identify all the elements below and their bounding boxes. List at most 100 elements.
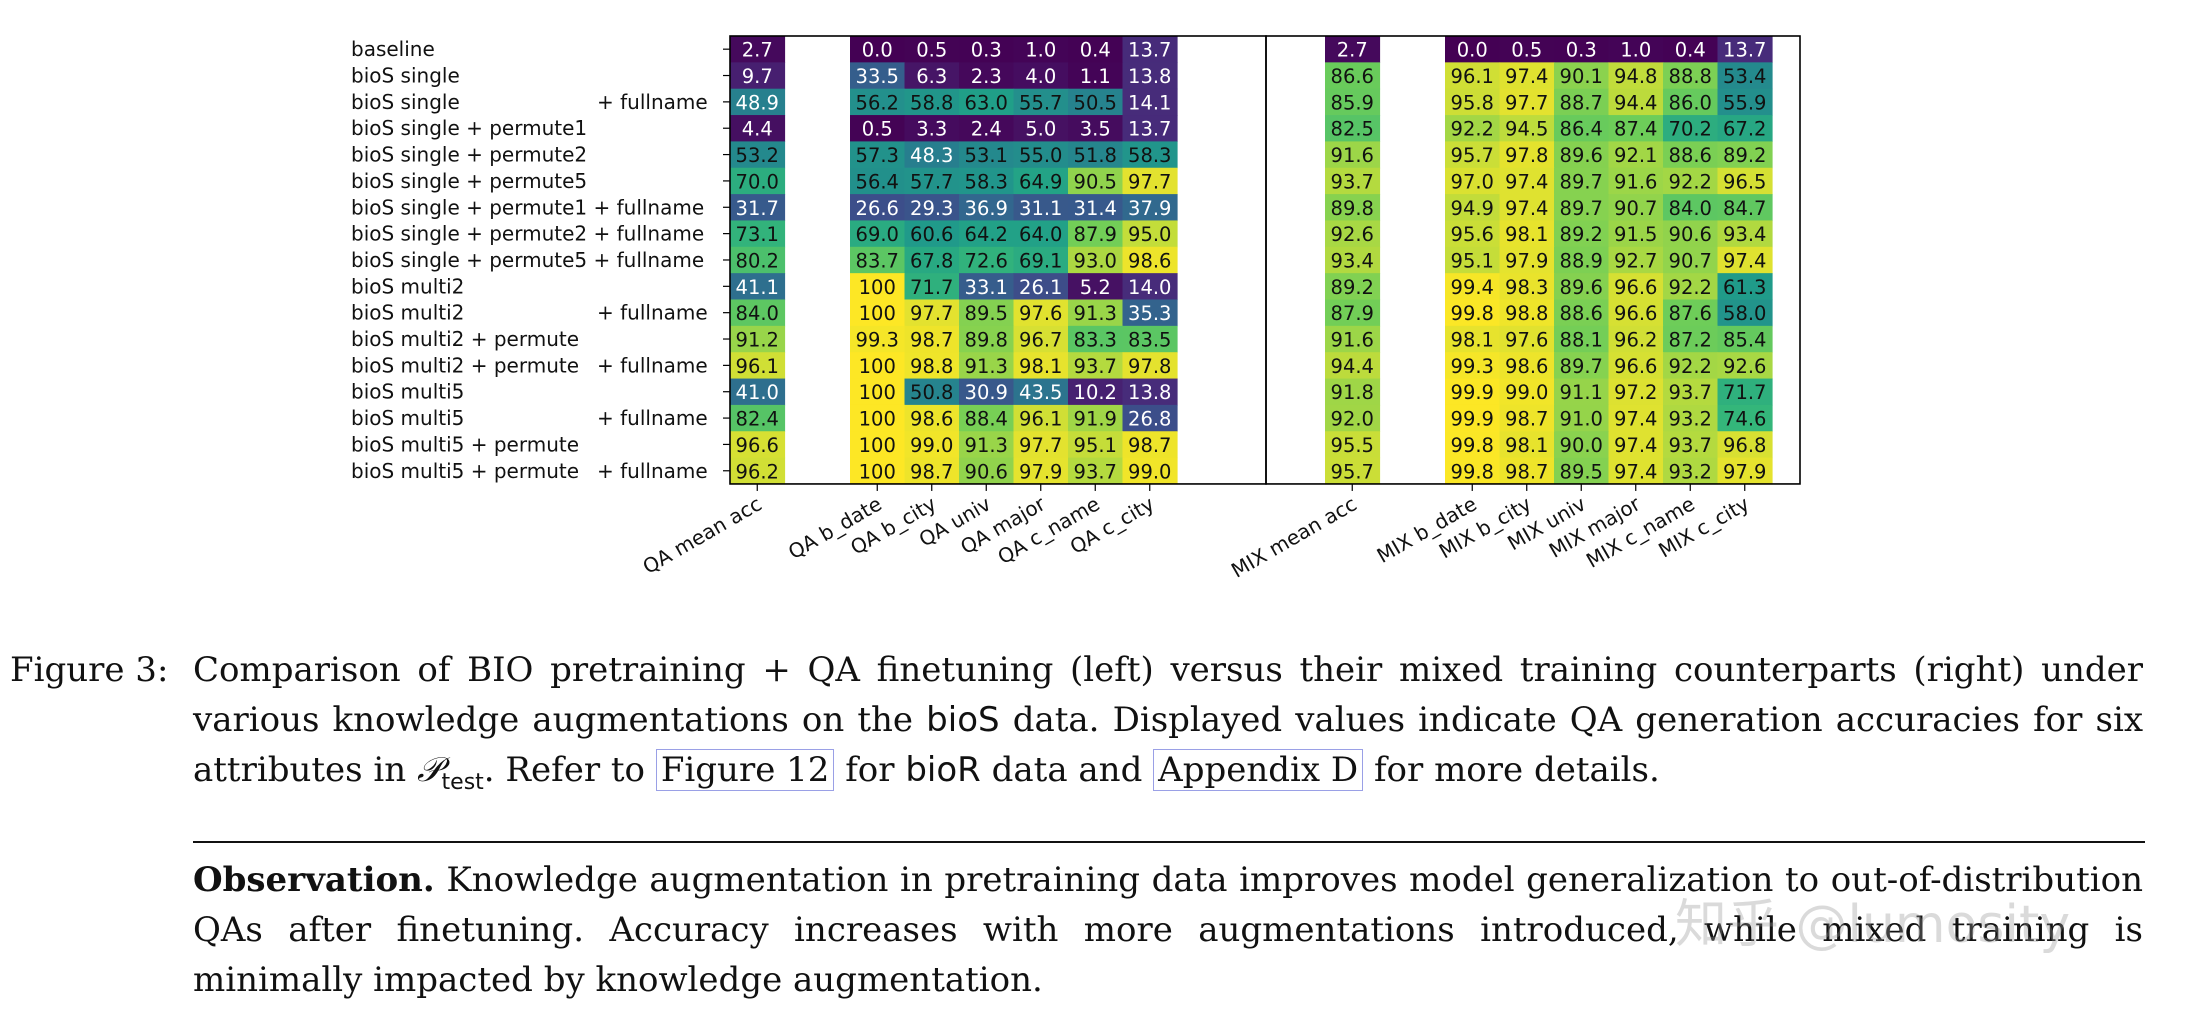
cell-value: 0.4 <box>1080 39 1111 62</box>
cell-value: 97.6 <box>1019 302 1062 325</box>
heatmap-cell <box>850 352 906 380</box>
heatmap-cell <box>1663 220 1719 248</box>
heatmap-cell <box>730 194 786 222</box>
cell-value: 30.9 <box>965 381 1008 404</box>
figure-12-link[interactable]: Figure 12 <box>655 749 835 791</box>
cell-value: 100 <box>859 355 896 378</box>
heatmap-cell <box>1122 167 1178 195</box>
heatmap-cell <box>1717 352 1773 380</box>
cell-value: 89.2 <box>1560 223 1603 246</box>
heatmap-cell <box>1013 36 1069 63</box>
heatmap-cell <box>1068 431 1124 459</box>
heatmap-cell <box>1608 378 1664 406</box>
heatmap-cell <box>1499 115 1555 142</box>
heatmap-cell <box>850 167 906 195</box>
cell-value: 31.4 <box>1074 197 1117 220</box>
heatmap-cell <box>1122 273 1178 301</box>
cell-value: 99.9 <box>1451 408 1494 431</box>
cell-value: 92.6 <box>1723 355 1766 378</box>
cell-value: 93.7 <box>1669 381 1712 404</box>
cell-value: 98.7 <box>1505 408 1548 431</box>
dataset-name: bioS <box>926 700 1000 740</box>
cell-value: 71.7 <box>1723 381 1766 404</box>
heatmap-cell <box>730 62 786 90</box>
heatmap-cell <box>1445 457 1501 485</box>
cell-value: 96.1 <box>1451 65 1494 88</box>
heatmap-cell <box>1445 36 1501 63</box>
heatmap-cell <box>1608 62 1664 90</box>
heatmap-cell <box>1013 431 1069 459</box>
heatmap-cell <box>1013 194 1069 222</box>
heatmap-cell <box>1445 273 1501 301</box>
heatmap-cell <box>1608 457 1664 485</box>
cell-value: 97.7 <box>1505 91 1548 114</box>
cell-value: 53.4 <box>1723 65 1766 88</box>
heatmap-cell <box>850 404 906 432</box>
heatmap-cell <box>1663 115 1719 142</box>
heatmap-cell <box>904 457 960 485</box>
cell-value: 99.3 <box>856 329 899 352</box>
heatmap-cell <box>1068 273 1124 301</box>
heatmap-cell <box>1013 404 1069 432</box>
heatmap-cell <box>959 62 1015 90</box>
cell-value: 58.3 <box>1128 144 1171 167</box>
cell-value: 94.5 <box>1505 118 1548 141</box>
heatmap-cell <box>1717 141 1773 169</box>
cell-value: 50.5 <box>1074 91 1117 114</box>
heatmap-cell <box>904 246 960 274</box>
cell-value: 95.1 <box>1074 434 1117 457</box>
heatmap-cell <box>1499 220 1555 248</box>
heatmap-cell <box>1717 36 1773 63</box>
cell-value: 91.6 <box>1331 144 1374 167</box>
heatmap-cell <box>1499 352 1555 380</box>
cell-value: 57.3 <box>856 144 899 167</box>
heatmap-cell <box>1122 246 1178 274</box>
cell-value: 100 <box>859 434 896 457</box>
cell-value: 80.2 <box>736 249 779 272</box>
heatmap-cell <box>904 378 960 406</box>
heatmap-cell <box>959 431 1015 459</box>
cell-value: 98.3 <box>1505 276 1548 299</box>
cell-value: 97.8 <box>1128 355 1171 378</box>
cell-value: 97.4 <box>1614 408 1657 431</box>
heatmap-cell <box>1663 378 1719 406</box>
heatmap-cell <box>1013 273 1069 301</box>
cell-value: 92.2 <box>1669 276 1712 299</box>
heatmap-cell <box>1068 36 1124 63</box>
heatmap-cell <box>1068 457 1124 485</box>
heatmap-cell <box>1554 194 1610 222</box>
heatmap-cell <box>730 431 786 459</box>
heatmap-cell <box>850 88 906 116</box>
cell-value: 0.0 <box>862 39 893 62</box>
heatmap-cell <box>904 299 960 327</box>
cell-value: 60.6 <box>910 223 953 246</box>
cell-value: 86.0 <box>1669 91 1712 114</box>
heatmap-cell <box>1122 404 1178 432</box>
appendix-d-link[interactable]: Appendix D <box>1153 749 1364 791</box>
cell-value: 100 <box>859 276 896 299</box>
heatmap-cell <box>1499 273 1555 301</box>
heatmap-cell <box>959 220 1015 248</box>
heatmap-cell <box>1608 273 1664 301</box>
cell-value: 1.1 <box>1080 65 1111 88</box>
cell-value: 98.7 <box>1505 460 1548 483</box>
heatmap-cell <box>1325 88 1381 116</box>
row-label: bioS multi2 <box>351 274 464 298</box>
cell-value: 90.5 <box>1074 170 1117 193</box>
heatmap-cell <box>1068 246 1124 274</box>
heatmap-cell <box>1013 62 1069 90</box>
cell-value: 95.0 <box>1128 223 1171 246</box>
cell-value: 94.4 <box>1331 355 1374 378</box>
cell-value: 88.4 <box>965 408 1008 431</box>
cell-value: 31.1 <box>1019 197 1062 220</box>
cell-value: 98.7 <box>1128 434 1171 457</box>
heatmap-cell <box>1608 194 1664 222</box>
cell-value: 97.9 <box>1505 249 1548 272</box>
heatmap-cell <box>1445 325 1501 353</box>
cell-value: 0.5 <box>862 118 893 141</box>
cell-value: 91.3 <box>1074 302 1117 325</box>
cell-value: 63.0 <box>965 91 1008 114</box>
heatmap-cell <box>730 220 786 248</box>
heatmap-cell <box>1122 141 1178 169</box>
cell-value: 61.3 <box>1723 276 1766 299</box>
